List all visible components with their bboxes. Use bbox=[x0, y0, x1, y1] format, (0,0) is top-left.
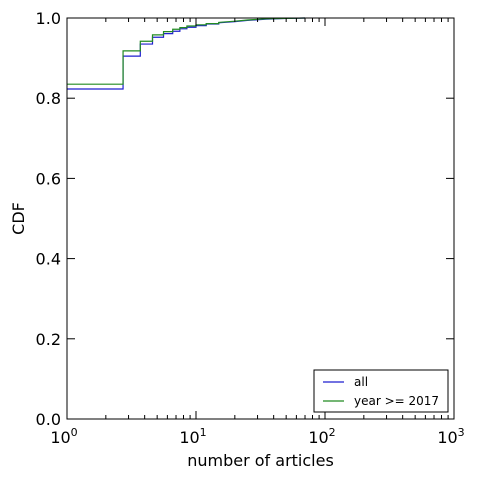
legend-label: year >= 2017 bbox=[354, 394, 439, 408]
x-tick-label: 102 bbox=[308, 426, 335, 447]
plot-area bbox=[67, 18, 454, 419]
label-layer: 100 101 102 103 0.0 0.2 0.4 0.6 0.8 1.0 bbox=[36, 9, 465, 447]
y-tick-label: 1.0 bbox=[36, 9, 61, 28]
x-tick-label: 101 bbox=[179, 426, 206, 447]
y-tick-label: 0.0 bbox=[36, 410, 61, 429]
x-tick-label: 100 bbox=[50, 426, 77, 447]
legend: all year >= 2017 bbox=[313, 369, 449, 413]
x-tick-label: 103 bbox=[437, 426, 464, 447]
legend-label: all bbox=[354, 375, 368, 389]
y-tick-label: 0.8 bbox=[36, 89, 61, 108]
y-tick-label: 0.6 bbox=[36, 169, 61, 188]
series-line-1 bbox=[67, 17, 306, 85]
plot-frame bbox=[66, 17, 455, 420]
legend-box bbox=[313, 369, 449, 413]
y-tick-label: 0.2 bbox=[36, 330, 61, 349]
y-axis-label: CDF bbox=[9, 202, 28, 235]
x-axis-label: number of articles bbox=[187, 451, 334, 470]
y-tick-label: 0.4 bbox=[36, 250, 61, 269]
series-layer bbox=[67, 17, 306, 90]
